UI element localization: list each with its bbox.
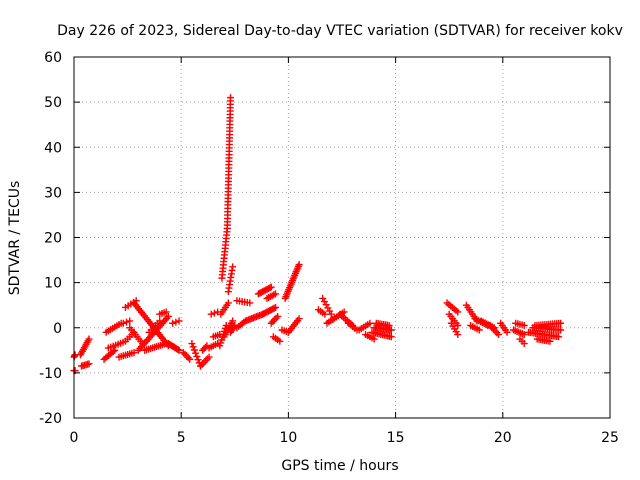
data-point: [295, 315, 303, 323]
data-point: [205, 353, 213, 361]
y-tick-label: 40: [44, 140, 62, 156]
y-tick-label: 60: [44, 50, 62, 66]
data-point: [210, 309, 218, 317]
data-point: [227, 94, 235, 102]
data-point: [169, 319, 177, 327]
data-point: [295, 261, 303, 269]
data-point: [557, 319, 565, 327]
data-point: [321, 310, 329, 318]
data-point: [557, 326, 565, 334]
data-point: [207, 310, 215, 318]
data-point: [520, 340, 528, 348]
data-point: [175, 346, 183, 354]
x-tick-label: 20: [494, 430, 512, 446]
data-point: [172, 318, 180, 326]
data-point: [130, 349, 138, 357]
data-point: [189, 343, 197, 351]
x-tick-label: 25: [601, 430, 619, 446]
data-point: [126, 317, 134, 325]
data-point: [270, 304, 278, 312]
data-point: [224, 299, 232, 307]
data-point: [188, 340, 196, 348]
data-point: [520, 331, 528, 339]
data-point: [192, 349, 200, 357]
data-point: [162, 308, 170, 316]
data-point: [274, 312, 282, 320]
y-tick-label: -10: [39, 366, 62, 382]
data-point: [123, 318, 131, 326]
data-point: [454, 308, 462, 316]
grid: [74, 57, 610, 418]
data-point: [174, 346, 182, 354]
x-tick-label: 0: [70, 430, 79, 446]
data-point: [327, 310, 335, 318]
x-tick-label: 10: [279, 430, 297, 446]
data-points: [70, 94, 565, 375]
y-tick-label: 30: [44, 185, 62, 201]
y-tick-label: 10: [44, 276, 62, 292]
x-axis-label: GPS time / hours: [281, 458, 398, 474]
y-tick-label: 0: [53, 321, 62, 337]
data-point: [186, 355, 194, 363]
data-point: [495, 331, 503, 339]
data-point: [194, 356, 202, 364]
y-tick-label: -20: [39, 411, 62, 427]
y-axis-label: SDTVAR / TECUs: [7, 181, 23, 296]
data-point: [555, 333, 563, 341]
data-point: [85, 335, 93, 343]
data-point: [276, 337, 284, 345]
data-point: [387, 326, 395, 334]
data-point: [229, 317, 237, 325]
data-point: [156, 317, 164, 325]
data-point: [190, 346, 198, 354]
chart-title: Day 226 of 2023, Sidereal Day-to-day VTE…: [57, 23, 623, 39]
data-point: [193, 352, 201, 360]
data-point: [267, 283, 275, 291]
data-point: [475, 326, 483, 334]
x-tick-label: 15: [387, 430, 405, 446]
data-point: [503, 328, 511, 336]
data-point: [272, 290, 280, 298]
data-point: [272, 303, 280, 311]
axis-ticks: 0 5 10 15 20 25 -20 -10 0 10 20 30 40 50 60: [39, 50, 619, 446]
data-point: [387, 333, 395, 341]
data-point: [164, 312, 172, 320]
data-point: [366, 319, 374, 327]
y-tick-label: 50: [44, 95, 62, 111]
data-point: [229, 263, 237, 271]
data-point: [119, 319, 127, 327]
y-tick-label: 20: [44, 231, 62, 247]
x-tick-label: 5: [177, 430, 186, 446]
data-point: [370, 335, 378, 343]
data-point: [266, 284, 274, 292]
data-point: [85, 360, 93, 368]
data-point: [385, 321, 393, 329]
data-point: [520, 321, 528, 329]
data-point: [111, 346, 119, 354]
data-point: [246, 299, 254, 307]
data-point: [546, 337, 554, 345]
data-point: [175, 317, 183, 325]
data-point: [454, 331, 462, 339]
